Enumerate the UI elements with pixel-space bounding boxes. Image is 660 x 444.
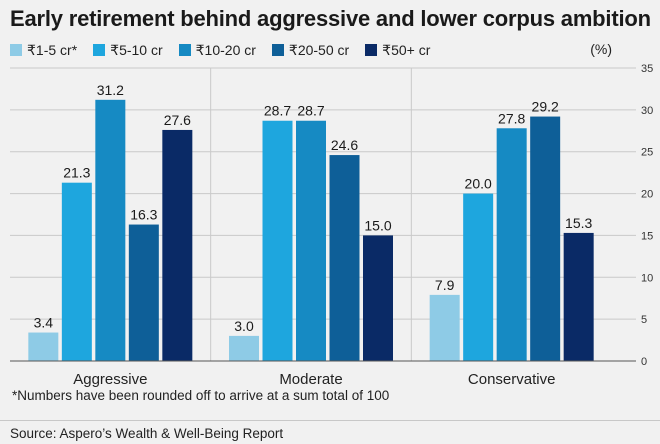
data-label: 7.9 xyxy=(435,277,455,293)
bar xyxy=(429,294,460,361)
data-label: 16.3 xyxy=(130,207,157,223)
legend-item: ₹1-5 cr* xyxy=(10,42,77,59)
legend-item: ₹50+ cr xyxy=(365,42,430,59)
legend: ₹1-5 cr* ₹5-10 cr ₹10-20 cr ₹20-50 cr ₹50+ c… xyxy=(10,41,446,59)
data-label: 15.3 xyxy=(565,215,592,231)
data-label: 27.8 xyxy=(498,110,525,126)
bar xyxy=(262,120,293,362)
data-label: 21.3 xyxy=(63,165,90,181)
bar xyxy=(530,116,561,361)
y-tick-label: 15 xyxy=(641,230,653,242)
data-label: 24.6 xyxy=(331,137,358,153)
data-label: 20.0 xyxy=(465,176,492,192)
legend-swatch xyxy=(178,44,191,56)
legend-swatch xyxy=(10,44,22,56)
bar xyxy=(128,224,159,361)
data-label: 28.7 xyxy=(297,103,324,119)
source-text: Source: Aspero’s Wealth & Well-Being Rep… xyxy=(10,426,284,441)
x-tick-label: Aggressive xyxy=(73,371,147,388)
legend-item: ₹10-20 cr xyxy=(178,41,256,59)
data-label: 15.0 xyxy=(364,217,391,233)
bar xyxy=(496,128,527,361)
legend-label: ₹1-5 cr* xyxy=(27,41,78,58)
data-label: 31.2 xyxy=(97,82,124,98)
bar xyxy=(363,235,393,361)
y-tick-label: 5 xyxy=(641,314,647,326)
data-label: 27.6 xyxy=(164,112,191,128)
bar xyxy=(329,155,360,361)
y-tick-label: 35 xyxy=(641,63,653,75)
bar xyxy=(296,120,326,362)
legend-label: ₹5-10 cr xyxy=(110,41,163,58)
chart-title: Early retirement behind aggressive and l… xyxy=(10,6,651,31)
y-tick-label: 30 xyxy=(641,105,653,117)
legend-label: ₹10-20 cr xyxy=(195,41,256,58)
data-label: 29.2 xyxy=(532,99,559,115)
bar xyxy=(28,332,59,361)
y-tick-label: 10 xyxy=(641,272,653,284)
data-label: 28.7 xyxy=(264,103,291,119)
bar xyxy=(162,129,193,361)
legend-label: ₹50+ cr xyxy=(382,41,431,58)
y-tick-label: 20 xyxy=(641,189,653,201)
bar xyxy=(61,182,92,361)
y-tick-label: 25 xyxy=(641,147,653,159)
x-tick-label: Moderate xyxy=(279,371,342,388)
unit-label: (%) xyxy=(590,41,612,57)
footnote: *Numbers have been rounded off to arrive… xyxy=(12,388,390,403)
legend-swatch xyxy=(271,44,284,56)
data-label: 3.0 xyxy=(234,318,254,334)
legend-swatch xyxy=(93,44,106,56)
legend-item: ₹20-50 cr xyxy=(271,41,350,59)
legend-swatch xyxy=(365,44,378,56)
bar xyxy=(463,193,494,361)
y-tick-label: 0 xyxy=(641,356,647,368)
source-bar: Source: Aspero’s Wealth & Well-Being Rep… xyxy=(0,420,660,444)
bar xyxy=(563,232,594,361)
data-label: 3.4 xyxy=(34,315,54,331)
legend-item: ₹5-10 cr xyxy=(93,41,163,59)
x-tick-label: Conservative xyxy=(468,371,556,388)
legend-label: ₹20-50 cr xyxy=(288,41,350,58)
bar xyxy=(95,99,126,361)
bar xyxy=(229,335,259,361)
